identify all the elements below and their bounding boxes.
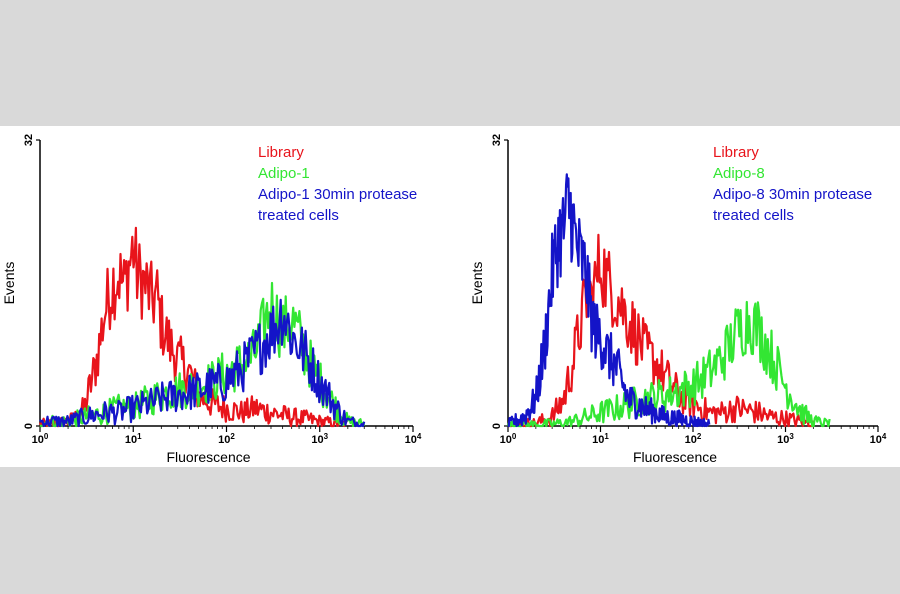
legend-entry: Library <box>258 144 304 161</box>
x-tick-label: 103 <box>311 432 328 446</box>
chart-1: 0 32 100 101 102 103 104 Fluorescence Events Libr… <box>1 134 422 465</box>
legend-entry: Library <box>713 144 759 161</box>
y-tick-label: 0 <box>23 423 35 429</box>
x-tick-label: 104 <box>870 432 887 446</box>
x-tick-label: 100 <box>500 432 517 446</box>
legend-entry: treated cells <box>258 207 339 224</box>
x-axis-label: Fluorescence <box>633 449 717 465</box>
y-tick-label: 0 <box>491 423 503 429</box>
legend-entry: treated cells <box>713 207 794 224</box>
y-axis-label: Events <box>469 262 485 305</box>
series-line <box>39 298 366 428</box>
figure: 0 32 100 101 102 103 104 Fluorescence Events Libr… <box>0 126 900 467</box>
x-axis-label: Fluorescence <box>166 449 250 465</box>
x-tick-label: 100 <box>32 432 49 446</box>
x-tick-label: 101 <box>592 432 609 446</box>
series-line <box>507 173 711 428</box>
legend-entry: Adipo-1 <box>258 165 310 182</box>
y-axis-label: Events <box>1 262 17 305</box>
series-line <box>508 233 815 428</box>
figure-svg: 0 32 100 101 102 103 104 Fluorescence Events Libr… <box>1 134 887 465</box>
legend-entry: Adipo-8 30min protease <box>713 186 872 203</box>
y-tick-label: 32 <box>23 134 35 146</box>
x-tick-label: 103 <box>777 432 794 446</box>
x-tick-label: 102 <box>218 432 235 446</box>
legend-entry: Adipo-1 30min protease <box>258 186 417 203</box>
series-line <box>506 300 831 428</box>
x-tick-label: 101 <box>125 432 142 446</box>
chart-2: 0 32 100 101 102 103 104 Fluorescence Events Libr… <box>469 134 887 465</box>
legend-entry: Adipo-8 <box>713 165 765 182</box>
y-tick-label: 32 <box>491 134 503 146</box>
series-line <box>39 281 366 428</box>
x-tick-label: 104 <box>405 432 422 446</box>
x-tick-label: 102 <box>685 432 702 446</box>
